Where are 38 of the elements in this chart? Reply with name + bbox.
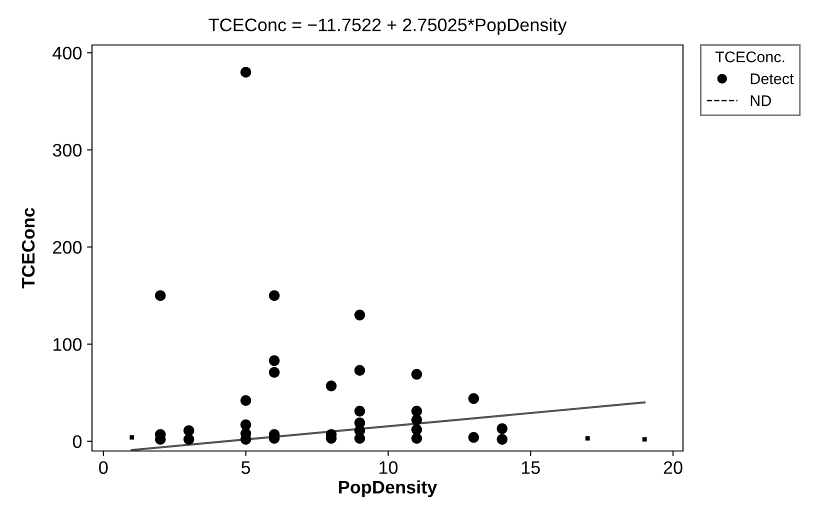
x-tick-label: 5 [242,461,250,474]
y-tick-label: 0 [72,435,82,448]
point [240,395,252,406]
point [268,366,280,378]
point [411,368,422,380]
point [468,393,480,404]
legend-label: ND [750,95,771,106]
x-tick-label: 20 [664,461,682,474]
point [354,406,366,417]
point [326,380,337,392]
y-tick-label: 300 [52,144,82,157]
legend-label: Detect [750,74,794,84]
point [130,435,134,440]
point [411,414,422,426]
y-tick-label: 100 [54,338,82,351]
point [240,66,252,78]
chart-title: TCEConc = −11.7522 + 2.75025*PopDensity [208,18,567,35]
point [183,434,194,445]
x-tick-label: 10 [380,461,398,474]
point [468,432,480,443]
point [496,423,508,434]
point [642,437,647,442]
point [240,419,252,430]
y-tick-label: 200 [53,240,82,254]
point [154,290,166,301]
x-tick-label: 0 [99,461,108,474]
point [496,434,508,445]
x-tick-label: 15 [522,461,540,474]
point [585,436,590,441]
point [411,432,422,444]
y-tick-label: 400 [52,46,82,60]
legend-title: TCEConc. [715,52,784,62]
point [354,365,366,376]
point [268,290,280,301]
point [354,310,366,320]
y-axis-title: TCEConc [22,208,35,288]
point [268,355,280,366]
x-axis-title: PopDensity [339,480,438,498]
